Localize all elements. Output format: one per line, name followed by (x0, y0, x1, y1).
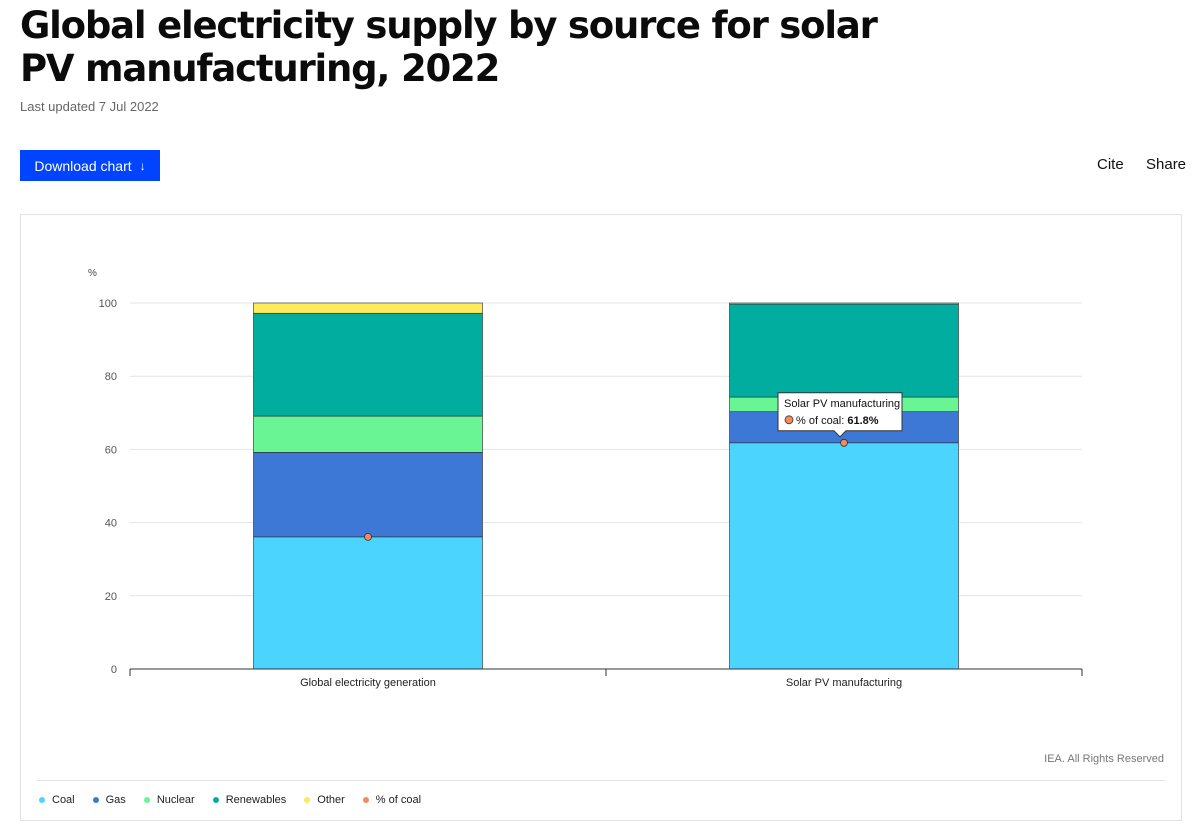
legend-swatch-icon (212, 797, 219, 803)
x-category-label: Solar PV manufacturing (786, 677, 902, 689)
legend-item-coal[interactable]: Coal (39, 794, 75, 806)
share-link[interactable]: Share (1146, 156, 1187, 173)
bar-segment-renewables (729, 303, 959, 398)
coal-share-marker (364, 532, 372, 541)
bar-segment-coal (729, 442, 959, 670)
coal-share-marker (840, 438, 848, 447)
y-tick-label: 40 (105, 518, 117, 530)
bar-segment-coal (253, 536, 483, 670)
legend-swatch-icon (39, 797, 45, 803)
legend-item-nuclear[interactable]: Nuclear (143, 794, 195, 806)
legend-label: Gas (105, 794, 126, 806)
tooltip-marker-icon (784, 415, 794, 425)
legend-item-gas[interactable]: Gas (92, 794, 126, 806)
legend-label: Nuclear (156, 794, 195, 806)
last-updated-text: Last updated 7 Jul 2022 (20, 99, 159, 114)
legend-item-renewables[interactable]: Renewables (212, 794, 287, 806)
download-chart-button[interactable]: Download chart ↓ (20, 150, 160, 181)
legend-label: Coal (52, 794, 75, 806)
legend-swatch-icon (143, 797, 150, 803)
x-category-label: Global electricity generation (300, 677, 436, 689)
y-tick-label: 0 (111, 664, 117, 676)
legend-label: Other (317, 794, 345, 806)
legend-divider (37, 780, 1165, 781)
chart-card: % 0 20 40 60 80 100 Global electricity generati… (20, 214, 1182, 821)
bar-segment-gas (253, 452, 483, 538)
bar-segment-other (253, 302, 483, 314)
y-tick-label: 100 (99, 298, 117, 310)
legend-label: % of coal (375, 794, 422, 806)
tooltip-box (777, 392, 903, 438)
download-button-label: Download chart (34, 157, 132, 174)
tooltip-value: 61.8% (847, 415, 878, 427)
bar-segment-renewables (253, 312, 483, 417)
bar-segment-other (729, 302, 959, 305)
legend-item-of-coal[interactable]: % of coal (362, 794, 422, 806)
y-axis-unit-label: % (88, 268, 97, 279)
y-tick-label: 60 (105, 444, 117, 456)
chart-legend: Coal Gas Nuclear Renewables Other % of coal (39, 794, 421, 806)
download-arrow-icon: ↓ (139, 158, 146, 173)
cite-link[interactable]: Cite (1097, 156, 1124, 173)
legend-swatch-icon (362, 797, 369, 803)
legend-swatch-icon (92, 797, 99, 803)
legend-label: Renewables (225, 794, 287, 806)
tooltip-value-line: % of coal: 61.8% (796, 415, 879, 427)
stacked-bar-chart: % 0 20 40 60 80 100 Global electricity generati… (88, 268, 1083, 689)
bar-segment-nuclear (253, 415, 483, 453)
y-tick-label: 80 (105, 371, 117, 383)
tooltip-label: % of coal: (796, 415, 847, 427)
page-title: Global electricity supply by source for … (20, 4, 878, 90)
legend-swatch-icon (304, 797, 311, 803)
copyright-text: IEA. All Rights Reserved (1044, 753, 1164, 765)
tooltip-title: Solar PV manufacturing (784, 398, 900, 410)
y-tick-label: 20 (105, 591, 117, 603)
legend-item-other[interactable]: Other (304, 794, 345, 806)
